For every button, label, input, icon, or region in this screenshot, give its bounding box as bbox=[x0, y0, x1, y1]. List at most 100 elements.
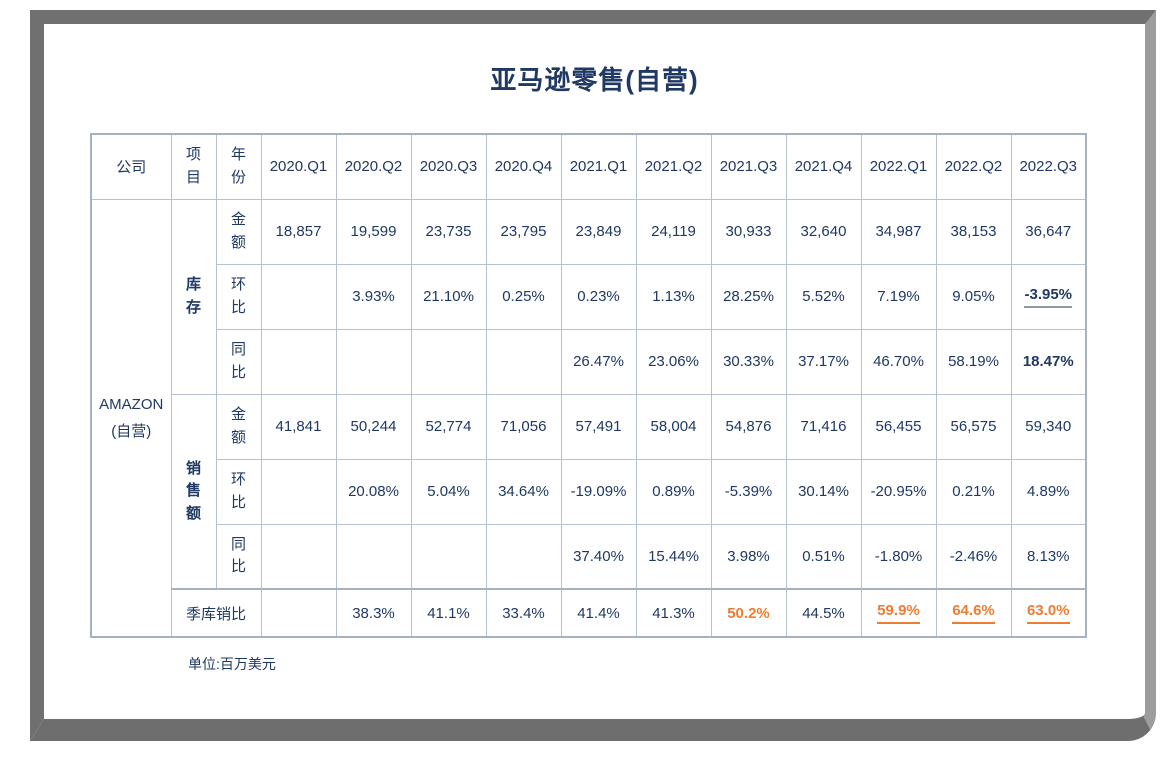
cell-value: 0.23% bbox=[577, 288, 620, 305]
cell-value: 0.21% bbox=[952, 483, 995, 500]
value-cell: 9.05% bbox=[935, 263, 1012, 330]
cell-value: 26.47% bbox=[573, 353, 624, 370]
cell-value: 3.93% bbox=[352, 288, 395, 305]
cell-value: 33.4% bbox=[502, 604, 545, 622]
section-label: 销售额 bbox=[185, 459, 201, 522]
item-cell: 同比 bbox=[215, 523, 262, 590]
value-cell: 18,857 bbox=[260, 198, 337, 265]
cell-value: 7.19% bbox=[877, 288, 920, 305]
item-label: 同比 bbox=[230, 341, 246, 381]
value-cell: 18.47% bbox=[1010, 328, 1087, 395]
value-cell: 32,640 bbox=[785, 198, 862, 265]
cell-value: 41.1% bbox=[427, 604, 470, 622]
cell-value: -3.95% bbox=[1024, 286, 1073, 308]
value-cell bbox=[410, 523, 487, 590]
value-cell: 19,599 bbox=[335, 198, 412, 265]
cell-value: 30.33% bbox=[723, 353, 774, 370]
quarter-label: 2022.Q1 bbox=[869, 158, 928, 176]
value-cell: 0.25% bbox=[485, 263, 562, 330]
value-cell: 30.14% bbox=[785, 458, 862, 525]
value-cell: 71,416 bbox=[785, 393, 862, 460]
value-cell: 28.25% bbox=[710, 263, 787, 330]
cell-value: 63.0% bbox=[1026, 602, 1070, 624]
item-label: 环比 bbox=[230, 471, 246, 511]
item-cell: 金额 bbox=[215, 198, 262, 265]
cell-value: -1.80% bbox=[874, 547, 923, 565]
table-header-row: 公司 项目 年份 2020.Q1 2020.Q2 2020.Q3 2020.Q4 202… bbox=[90, 133, 1087, 200]
cell-value: 0.51% bbox=[802, 547, 845, 565]
value-cell: 37.17% bbox=[785, 328, 862, 395]
quarter-label: 2020.Q2 bbox=[344, 158, 403, 176]
value-cell: 37.40% bbox=[560, 523, 637, 590]
cell-value: 56,575 bbox=[950, 418, 997, 435]
column-header-company: 公司 bbox=[90, 133, 172, 200]
unit-footnote: 单位:百万美元 bbox=[188, 656, 276, 672]
quarter-label: 2020.Q4 bbox=[494, 158, 553, 176]
item-cell: 环比 bbox=[215, 263, 262, 330]
cell-value: 3.98% bbox=[727, 547, 770, 565]
table-body: AMAZON (自营) 库存 金额 18,857 19,599 23,735 23,795 23… bbox=[90, 198, 1087, 638]
cell-value: 5.52% bbox=[802, 288, 845, 305]
value-cell: 0.89% bbox=[635, 458, 712, 525]
quarter-label: 2022.Q2 bbox=[944, 158, 1003, 176]
cell-value: 41.4% bbox=[577, 604, 620, 622]
value-cell: 59.9% bbox=[860, 588, 937, 638]
value-cell: 20.08% bbox=[335, 458, 412, 525]
cell-value: -5.39% bbox=[724, 483, 773, 500]
value-cell: 52,774 bbox=[410, 393, 487, 460]
value-cell: -3.95% bbox=[1010, 263, 1087, 330]
value-cell bbox=[260, 523, 337, 590]
column-header-quarter: 2021.Q1 bbox=[560, 133, 637, 200]
cell-value: 64.6% bbox=[952, 602, 995, 624]
value-cell: 59,340 bbox=[1010, 393, 1087, 460]
value-cell bbox=[410, 328, 487, 395]
value-cell bbox=[260, 328, 337, 395]
page-title: 亚马逊零售(自营) bbox=[490, 65, 699, 95]
value-cell: 56,455 bbox=[860, 393, 937, 460]
value-cell: 23.06% bbox=[635, 328, 712, 395]
value-cell: -19.09% bbox=[560, 458, 637, 525]
cell-value: 30,933 bbox=[725, 223, 772, 240]
cell-value: 23,849 bbox=[575, 223, 622, 240]
cell-value: 71,056 bbox=[500, 418, 547, 435]
cell-value: 71,416 bbox=[800, 418, 847, 435]
data-row: 同比 26.47% 23.06% 30.33% 37.17% 46.70% 58.19% 18… bbox=[91, 328, 1087, 395]
value-cell: 7.19% bbox=[860, 263, 937, 330]
cell-value: 23,735 bbox=[425, 223, 472, 240]
cell-value: 5.04% bbox=[427, 483, 470, 500]
value-cell: 5.52% bbox=[785, 263, 862, 330]
cell-value: 32,640 bbox=[800, 223, 847, 240]
cell-value: 18,857 bbox=[275, 223, 322, 240]
value-cell: 64.6% bbox=[935, 588, 1012, 638]
value-cell: 36,647 bbox=[1010, 198, 1087, 265]
cell-value: 15.44% bbox=[648, 547, 699, 565]
cell-value: 23,795 bbox=[500, 223, 547, 240]
value-cell: 50,244 bbox=[335, 393, 412, 460]
data-row: 环比 20.08% 5.04% 34.64% -19.09% 0.89% -5.39% 30.… bbox=[91, 458, 1087, 525]
value-cell: 56,575 bbox=[935, 393, 1012, 460]
cell-value: 52,774 bbox=[425, 418, 472, 435]
value-cell: 34.64% bbox=[485, 458, 562, 525]
value-cell bbox=[260, 263, 337, 330]
value-cell: 54,876 bbox=[710, 393, 787, 460]
cell-value: 50,244 bbox=[350, 418, 397, 435]
item-label: 金额 bbox=[230, 406, 246, 446]
cell-value: 19,599 bbox=[350, 223, 397, 240]
cell-value: 41.3% bbox=[652, 604, 695, 622]
item-cell: 金额 bbox=[215, 393, 262, 460]
column-header-quarter: 2020.Q3 bbox=[410, 133, 487, 200]
value-cell: 5.04% bbox=[410, 458, 487, 525]
quarter-label: 2021.Q2 bbox=[644, 158, 703, 176]
value-cell: -2.46% bbox=[935, 523, 1012, 590]
section-cell: 销售额 bbox=[170, 393, 217, 590]
value-cell: 58,004 bbox=[635, 393, 712, 460]
item-cell: 同比 bbox=[215, 328, 262, 395]
data-row: 销售额 金额 41,841 50,244 52,774 71,056 57,491 58,00… bbox=[91, 393, 1087, 590]
value-cell: 30.33% bbox=[710, 328, 787, 395]
cell-value: 46.70% bbox=[873, 353, 924, 370]
value-cell: 0.21% bbox=[935, 458, 1012, 525]
cell-value: -19.09% bbox=[570, 483, 627, 500]
column-header-quarter: 2022.Q3 bbox=[1010, 133, 1087, 200]
cell-value: 58,004 bbox=[650, 418, 697, 435]
cell-value: 38,153 bbox=[950, 223, 997, 240]
